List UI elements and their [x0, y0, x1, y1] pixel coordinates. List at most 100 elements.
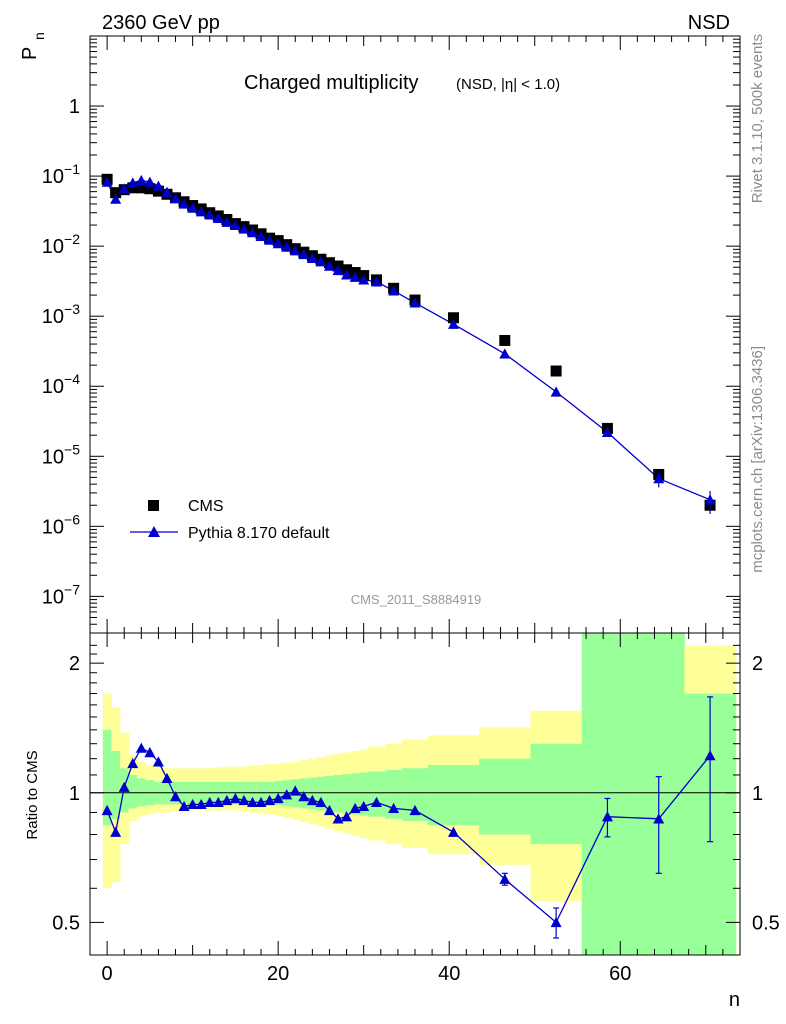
- stat-band-bin: [427, 765, 480, 826]
- ratio-data-point: [170, 791, 182, 802]
- ratio-x-tick-label: 20: [267, 963, 289, 985]
- legend-pythia-marker: [148, 526, 160, 537]
- stat-band-bin: [530, 743, 583, 845]
- ratio-data-point: [447, 826, 459, 837]
- ratio-data-point: [388, 802, 400, 814]
- cms-data-point: [144, 183, 156, 195]
- stat-band-bin: [316, 776, 326, 811]
- ratio-x-tick-label: 40: [438, 963, 460, 985]
- ratio-y-axis: 0.5 0.5 1 1 2 2: [52, 644, 780, 934]
- main-y-label: P: [19, 47, 41, 60]
- ratio-uncertainty-bands: [102, 633, 737, 955]
- ratio-data-point: [264, 794, 276, 806]
- cms-data-point: [499, 334, 511, 346]
- ratio-data-point: [289, 785, 301, 796]
- ratio-data-point: [247, 796, 258, 808]
- cms-data-point: [110, 187, 122, 199]
- ratio-data-point: [110, 826, 122, 837]
- ratio-data-point: [550, 916, 562, 928]
- cms-data-point: [447, 312, 459, 324]
- pythia-data-point: [144, 176, 156, 187]
- ratio-y-tick-label-right: 2: [752, 653, 763, 675]
- ratio-y-tick-label: 1: [69, 783, 80, 805]
- pythia-data-point: [315, 256, 327, 267]
- pythia-data-point: [349, 271, 361, 282]
- x-axis-label: n: [729, 989, 740, 1011]
- legend-cms-marker: [148, 500, 159, 511]
- pythia-data-point: [264, 234, 276, 245]
- ratio-data-point: [135, 742, 147, 753]
- pythia-data-point: [289, 245, 301, 256]
- ratio-data-point: [281, 789, 293, 800]
- pythia-data-point: [332, 264, 344, 276]
- pythia-data-point: [255, 230, 267, 242]
- ratio-data-point: [332, 813, 344, 824]
- pythia-data-point: [550, 386, 562, 397]
- main-subtitle: (NSD, |η| < 1.0): [456, 76, 560, 93]
- pythia-data-point: [152, 180, 164, 191]
- ratio-plot-panel: 0.5 0.5 1 1 2 2 0 20 40 60 Ratio to CMS n: [24, 632, 780, 1011]
- ratio-data-point: [195, 798, 207, 810]
- legend: CMS Pythia 8.170 default: [130, 498, 330, 542]
- ratio-y-tick-label: 2: [69, 653, 80, 675]
- pythia-data-point: [118, 183, 130, 194]
- pythia-data-point: [388, 285, 400, 296]
- pythia-data-point: [135, 174, 147, 186]
- cms-data-point: [127, 182, 139, 194]
- stat-band-bin: [333, 774, 343, 813]
- ratio-y-tick-label-right: 1: [752, 783, 763, 805]
- ratio-data-point: [704, 750, 716, 761]
- pythia-data-point: [101, 176, 113, 187]
- main-plot-panel: 1 10−1 10−2 10−3 10−4 10−5 10−6 10−7 P n Charge…: [19, 32, 741, 634]
- ratio-data-point: [178, 800, 190, 812]
- main-y-tick-label: 10−6: [42, 511, 80, 538]
- stat-band-bin: [350, 773, 360, 815]
- main-y-tick-label: 10−2: [42, 231, 80, 258]
- ratio-data-point: [144, 747, 156, 758]
- ratio-data-point: [409, 804, 421, 816]
- pythia-data-point: [323, 260, 335, 271]
- ratio-data-point: [161, 772, 173, 784]
- pythia-data-point: [110, 193, 122, 204]
- stat-band-bin: [308, 777, 318, 810]
- stat-band-bin: [359, 772, 369, 816]
- pythia-data-point: [195, 206, 207, 217]
- side-label-bottom: mcplots.cern.ch [arXiv:1306.3436]: [749, 346, 766, 573]
- ratio-series-layer: [101, 696, 716, 939]
- ratio-data-point: [152, 756, 164, 767]
- ratio-data-point: [272, 792, 284, 804]
- stat-band-bin: [342, 774, 352, 814]
- ratio-data-point: [204, 796, 216, 808]
- pythia-data-point: [371, 276, 383, 287]
- header-left-label: 2360 GeV pp: [102, 12, 220, 34]
- ratio-data-point: [499, 873, 511, 884]
- ratio-data-point: [127, 757, 139, 769]
- pythia-data-point: [298, 248, 310, 260]
- pythia-data-point: [178, 198, 190, 209]
- pythia-data-point: [238, 223, 250, 234]
- pythia-data-point: [229, 219, 241, 231]
- ratio-data-point: [601, 811, 613, 822]
- ratio-y-label: Ratio to CMS: [24, 750, 41, 839]
- ratio-x-tick-label: 60: [609, 963, 631, 985]
- ratio-x-axis: 0 20 40 60: [89, 633, 741, 985]
- pythia-line: [106, 179, 711, 501]
- pythia-data-point: [281, 241, 293, 252]
- ratio-data-point: [221, 794, 233, 806]
- legend-pythia-label: Pythia 8.170 default: [188, 525, 330, 542]
- cms-data-point: [550, 365, 562, 377]
- main-y-tick-label: 10−7: [42, 581, 80, 608]
- pythia-data-point: [170, 192, 182, 204]
- pythia-data-point: [272, 238, 284, 249]
- main-y-label-subscript: n: [31, 32, 47, 40]
- pythia-data-point: [161, 186, 173, 197]
- pythia-data-point: [204, 209, 216, 220]
- legend-cms-label: CMS: [188, 498, 224, 515]
- ratio-data-point: [101, 804, 113, 816]
- stat-band-bin: [128, 774, 138, 809]
- ratio-data-point: [323, 804, 335, 816]
- main-x-axis: [89, 36, 741, 633]
- pythia-data-point: [247, 227, 258, 238]
- ratio-data-point: [358, 800, 370, 812]
- stat-band-bin: [581, 633, 634, 955]
